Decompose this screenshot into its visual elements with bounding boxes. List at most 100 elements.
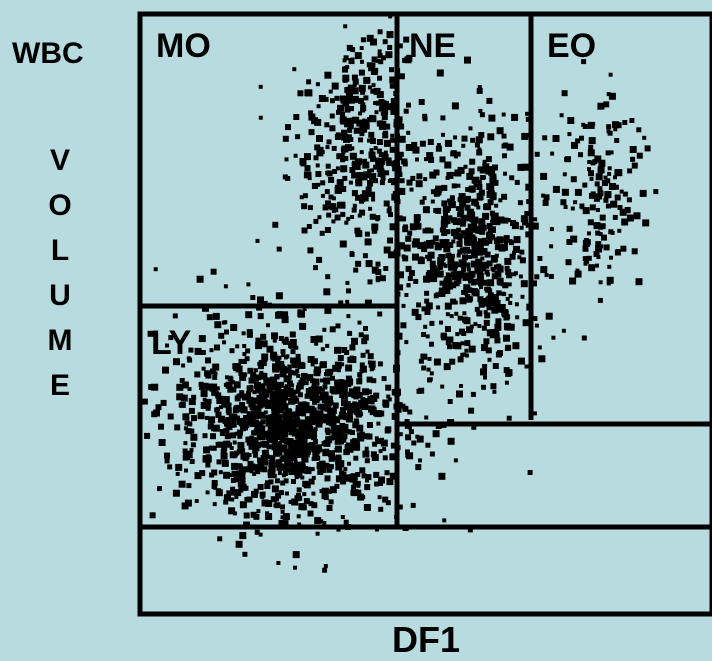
data-point	[454, 342, 462, 350]
data-point	[315, 163, 320, 168]
data-point	[243, 485, 249, 491]
data-point	[377, 495, 382, 500]
data-point	[235, 477, 241, 483]
data-point	[346, 216, 351, 221]
data-point	[463, 164, 468, 169]
data-point	[519, 249, 525, 255]
data-point	[467, 274, 474, 281]
data-point	[422, 206, 430, 214]
data-point	[595, 241, 602, 248]
data-point	[421, 332, 427, 337]
data-point	[175, 471, 180, 476]
data-point	[496, 237, 501, 242]
data-point	[422, 228, 428, 234]
data-point	[476, 310, 483, 317]
data-point	[258, 463, 265, 470]
data-point	[519, 257, 526, 264]
data-point	[478, 132, 485, 138]
data-point	[489, 210, 495, 216]
data-point	[574, 270, 582, 278]
data-point	[466, 172, 474, 180]
data-point	[223, 440, 231, 448]
data-point	[325, 145, 330, 150]
data-point	[338, 189, 343, 194]
data-point	[603, 175, 608, 180]
data-point	[382, 496, 389, 503]
data-point	[441, 334, 448, 341]
data-point	[496, 265, 504, 273]
data-point	[402, 57, 408, 63]
data-point	[212, 374, 218, 380]
data-point	[453, 268, 458, 273]
data-point	[415, 464, 422, 471]
data-point	[500, 243, 508, 251]
data-point	[498, 198, 503, 203]
data-point	[211, 425, 217, 432]
data-point	[599, 169, 604, 174]
data-point	[397, 284, 404, 291]
data-point	[350, 489, 357, 496]
data-point	[478, 281, 483, 287]
data-point	[263, 410, 268, 415]
data-point	[447, 242, 454, 248]
data-point	[504, 347, 509, 351]
data-point	[469, 211, 476, 218]
data-point	[311, 445, 319, 453]
data-point	[263, 358, 268, 363]
data-point	[358, 84, 366, 92]
data-point	[304, 432, 311, 439]
data-point	[315, 371, 320, 376]
data-point	[346, 445, 354, 452]
data-point	[462, 261, 467, 266]
data-point	[350, 146, 355, 151]
data-point	[345, 299, 350, 304]
data-point	[349, 152, 357, 160]
data-point	[313, 218, 319, 224]
data-point	[504, 380, 509, 385]
data-point	[270, 395, 277, 402]
data-point	[366, 389, 372, 395]
data-point	[382, 447, 387, 452]
data-point	[405, 265, 412, 272]
data-point	[405, 434, 412, 441]
data-point	[297, 401, 303, 407]
data-point	[229, 421, 234, 425]
data-point	[295, 397, 300, 402]
data-point	[349, 251, 355, 257]
data-point	[362, 158, 368, 164]
data-point	[279, 370, 287, 378]
data-point	[311, 491, 316, 496]
data-point	[350, 430, 355, 435]
data-point	[218, 470, 223, 475]
data-point	[194, 347, 202, 355]
y-axis-label-letter: M	[48, 324, 73, 357]
data-point	[362, 161, 370, 169]
data-point	[313, 427, 318, 432]
data-point	[323, 391, 329, 397]
data-point	[246, 466, 253, 473]
data-point	[294, 464, 301, 471]
data-point	[356, 378, 363, 385]
data-point	[293, 361, 298, 366]
data-point	[492, 179, 499, 186]
data-point	[216, 406, 220, 411]
data-point	[366, 433, 373, 440]
data-point	[204, 415, 209, 420]
data-point	[158, 423, 164, 430]
data-point	[259, 491, 266, 498]
data-point	[221, 459, 229, 467]
data-point	[293, 460, 298, 465]
data-point	[477, 147, 482, 152]
data-point	[214, 321, 222, 329]
data-point	[514, 179, 520, 185]
data-point	[280, 480, 286, 486]
data-point	[376, 139, 383, 145]
data-point	[380, 111, 385, 116]
data-point	[373, 178, 378, 184]
data-point	[219, 405, 223, 410]
data-point	[430, 199, 435, 204]
data-point	[494, 299, 501, 306]
data-point	[548, 274, 554, 279]
data-point	[520, 294, 525, 299]
data-point	[513, 236, 521, 244]
